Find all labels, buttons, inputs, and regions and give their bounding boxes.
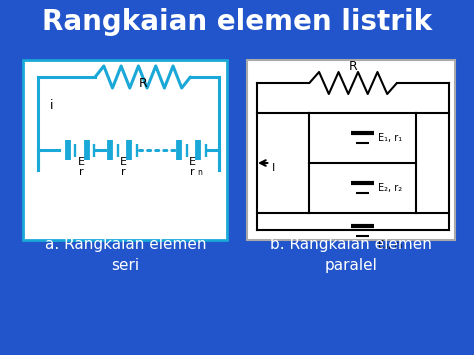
- Text: E₂, r₂: E₂, r₂: [378, 183, 402, 193]
- Text: R: R: [138, 77, 147, 90]
- Text: E₃, r₃: E₃, r₃: [378, 240, 402, 250]
- Text: E: E: [120, 157, 127, 167]
- Text: E₁, r₁: E₁, r₁: [378, 133, 402, 143]
- Text: n: n: [197, 168, 202, 177]
- Text: R: R: [349, 60, 357, 73]
- Text: i: i: [49, 99, 53, 112]
- FancyBboxPatch shape: [247, 60, 455, 240]
- Text: r: r: [121, 167, 126, 177]
- Text: a. Rangkaian elemen
seri: a. Rangkaian elemen seri: [45, 237, 206, 273]
- Text: E: E: [189, 157, 196, 167]
- Text: r: r: [79, 167, 83, 177]
- FancyBboxPatch shape: [23, 60, 228, 240]
- Text: E: E: [77, 157, 84, 167]
- Text: r: r: [190, 167, 194, 177]
- Text: b. Rangkaian elemen
paralel: b. Rangkaian elemen paralel: [270, 237, 432, 273]
- Text: Rangkaian elemen listrik: Rangkaian elemen listrik: [42, 8, 432, 36]
- Text: I: I: [272, 163, 275, 173]
